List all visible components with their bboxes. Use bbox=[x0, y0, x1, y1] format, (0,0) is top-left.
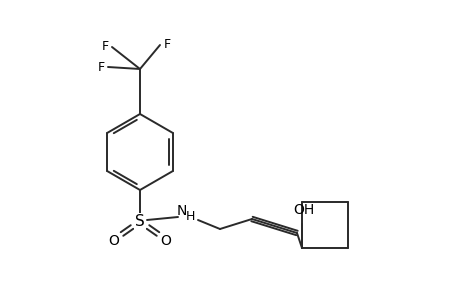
Text: O: O bbox=[108, 234, 119, 248]
Text: S: S bbox=[135, 214, 145, 230]
Text: N: N bbox=[176, 204, 187, 218]
Text: F: F bbox=[163, 38, 170, 50]
Text: F: F bbox=[101, 40, 108, 52]
Text: F: F bbox=[97, 61, 104, 74]
Text: OH: OH bbox=[293, 203, 314, 217]
Text: H: H bbox=[185, 211, 194, 224]
Text: O: O bbox=[160, 234, 171, 248]
